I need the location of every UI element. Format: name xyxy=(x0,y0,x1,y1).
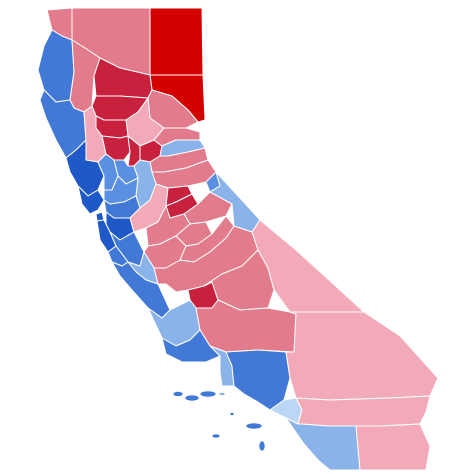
island-santa-catalina xyxy=(245,422,263,430)
island-santa-cruz xyxy=(199,390,217,398)
county-monterey[interactable] xyxy=(111,261,171,319)
county-san-bernardino[interactable] xyxy=(285,311,439,401)
island-santa-barbara xyxy=(229,412,235,416)
island-san-clemente xyxy=(258,440,266,452)
county-marin[interactable] xyxy=(77,185,105,215)
county-riverside[interactable] xyxy=(295,395,431,427)
island-santa-rosa xyxy=(184,394,200,402)
county-modoc[interactable] xyxy=(149,7,204,76)
county-los-angeles[interactable] xyxy=(225,349,291,411)
county-san-francisco[interactable] xyxy=(95,211,105,222)
island-san-miguel xyxy=(172,391,184,397)
island-san-nicolas xyxy=(211,433,221,439)
island-anacapa xyxy=(218,392,226,396)
county-imperial[interactable] xyxy=(355,423,431,471)
county-san-diego[interactable] xyxy=(285,417,361,471)
